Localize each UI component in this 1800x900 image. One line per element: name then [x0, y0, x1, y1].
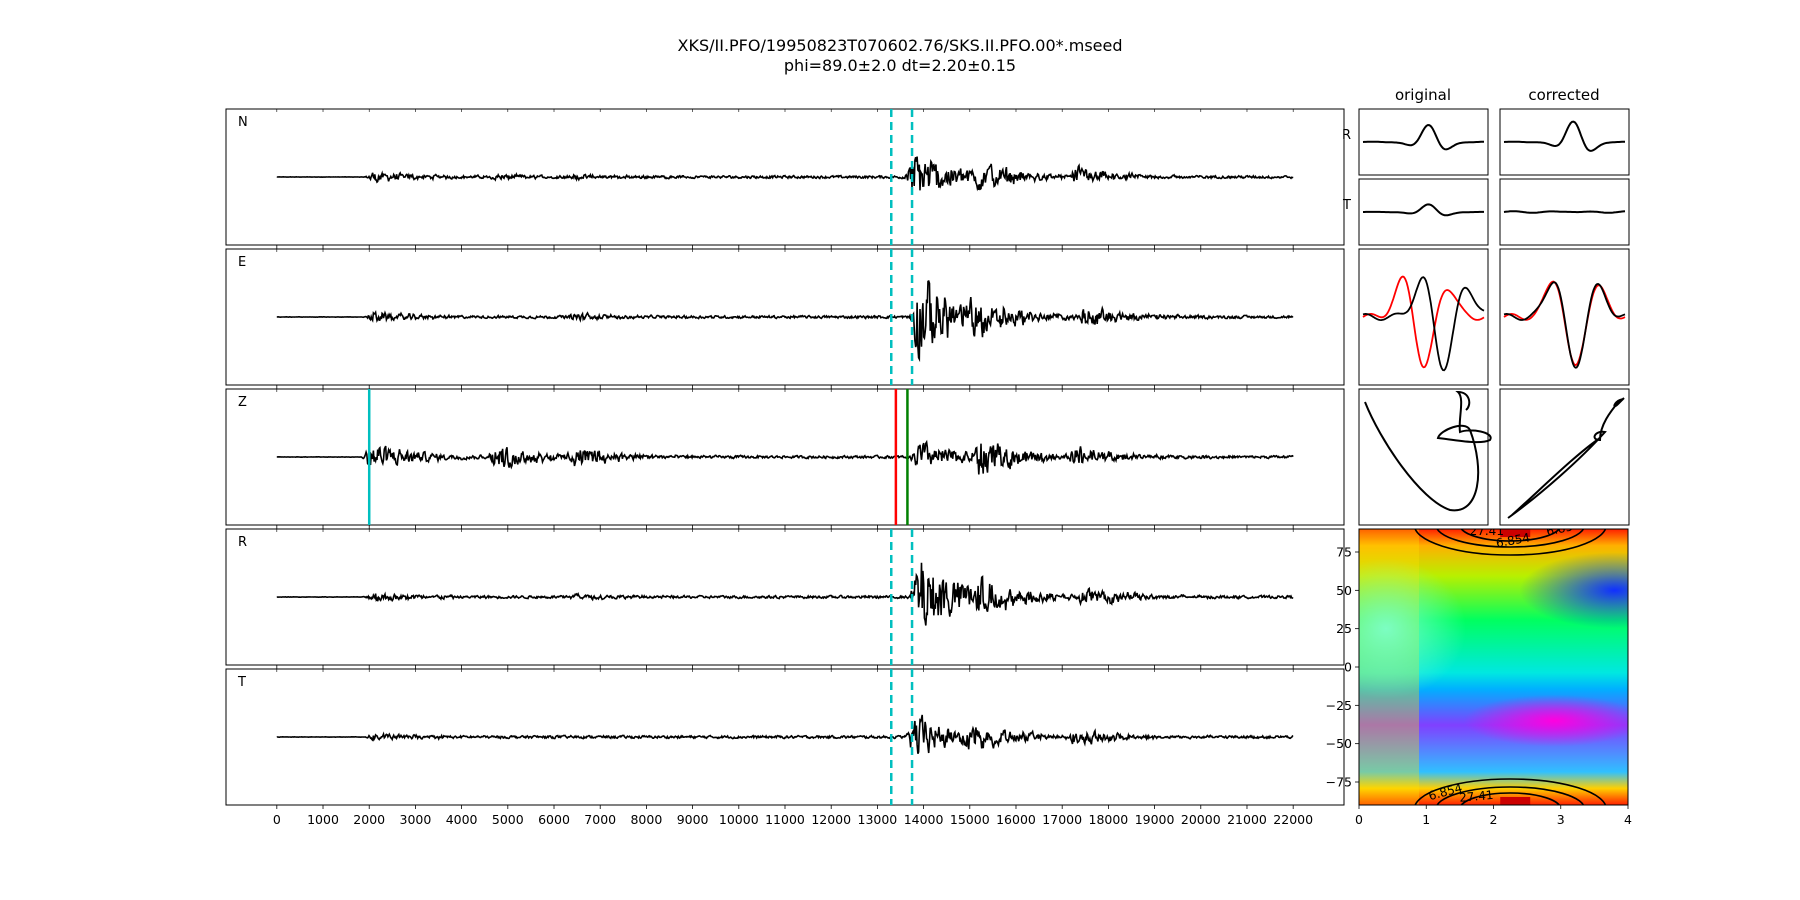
contour-label: 6.854 [1545, 518, 1582, 539]
column-title-corrected: corrected [1528, 86, 1599, 104]
x-tick-label: 5000 [492, 812, 524, 827]
wavelet-r-original [1362, 123, 1484, 151]
small-panel-frame [1499, 388, 1630, 526]
particle-motion-original [1364, 390, 1492, 512]
small-panel-frame [1358, 108, 1489, 176]
wavelet-r-corrected [1503, 120, 1625, 152]
heatmap-y-tick-label: 0 [1344, 660, 1352, 675]
contour-top [1460, 529, 1561, 542]
waveform-t [276, 714, 1294, 755]
contour-top [1414, 529, 1607, 556]
trace-panel-t: T [225, 668, 1345, 809]
column-title-original: original [1395, 86, 1451, 104]
x-tick-label: 9000 [677, 812, 709, 827]
waveform-e [276, 280, 1294, 363]
heatmap-x-tick-label: 0 [1355, 812, 1363, 827]
x-tick-label: 2000 [353, 812, 385, 827]
x-tick-label: 21000 [1227, 812, 1267, 827]
small-panel-frame [1499, 178, 1630, 246]
contour-bottom [1436, 786, 1585, 805]
heatmap-green-lobe [1359, 558, 1466, 699]
x-tick-label: 20000 [1181, 812, 1221, 827]
waveform-r [276, 562, 1294, 626]
trace-panel-e: E [225, 248, 1345, 389]
contour-top-core [1500, 529, 1531, 537]
trace-panel-r: R [225, 528, 1345, 669]
contour-label: 27.41 [1459, 788, 1494, 805]
small-panel-frame [1358, 248, 1489, 386]
heatmap-y-tick-label: −50 [1326, 736, 1352, 751]
wavelet-t-original [1363, 203, 1484, 217]
heatmap-y-tick-label: −25 [1326, 698, 1352, 713]
small-panel-frame [1499, 108, 1630, 176]
heatmap-x-tick-label: 4 [1624, 812, 1632, 827]
small-panel-frame [1358, 388, 1489, 526]
heatmap-magenta-lobe [1464, 694, 1628, 747]
overlay-wave-red-original [1362, 275, 1485, 369]
row-label-t: T [1342, 198, 1351, 213]
x-tick-label: 19000 [1135, 812, 1175, 827]
contour-bottom [1460, 792, 1561, 805]
x-tick-label: 7000 [584, 812, 616, 827]
panel-label-n: N [238, 115, 248, 130]
heatmap-x-tick-label: 3 [1557, 812, 1565, 827]
heatmap-y-tick-label: 75 [1336, 545, 1352, 560]
particle-motion-corrected [1507, 397, 1625, 519]
heatmap-y-tick-label: 25 [1336, 621, 1352, 636]
contour-bottom [1414, 778, 1607, 805]
x-tick-label: 16000 [996, 812, 1036, 827]
x-tick-label: 11000 [765, 812, 805, 827]
x-tick-label: 22000 [1273, 812, 1313, 827]
contour-bottom-core [1500, 797, 1531, 805]
panel-label-t: T [237, 675, 246, 690]
small-panel-frame [1499, 248, 1630, 386]
x-tick-label: 13000 [858, 812, 898, 827]
wavelet-t-corrected [1503, 210, 1626, 214]
overlay-wave-black-corrected [1503, 281, 1626, 369]
small-panel-frame [1358, 178, 1489, 246]
x-tick-label: 18000 [1089, 812, 1129, 827]
x-tick-label: 1000 [307, 812, 339, 827]
panel-label-z: Z [238, 395, 247, 410]
x-tick-label: 17000 [1042, 812, 1082, 827]
x-tick-label: 6000 [538, 812, 570, 827]
heatmap-x-tick-label: 2 [1490, 812, 1498, 827]
heatmap-y-tick-label: −75 [1326, 775, 1352, 790]
panel-label-e: E [238, 255, 246, 270]
figure-subtitle: phi=89.0±2.0 dt=2.20±0.15 [783, 56, 1017, 75]
panel-label-r: R [238, 535, 247, 550]
x-tick-label: 8000 [630, 812, 662, 827]
trace-panel-n: N [225, 108, 1345, 249]
x-tick-label: 3000 [400, 812, 432, 827]
x-tick-label: 14000 [904, 812, 944, 827]
contour-label: 27.41 [1470, 524, 1504, 538]
x-tick-label: 12000 [811, 812, 851, 827]
x-tick-label: 4000 [446, 812, 478, 827]
row-label-r: R [1342, 128, 1351, 143]
heatmap-blue-lobe [1519, 552, 1628, 629]
heatmap-x-tick-label: 1 [1422, 812, 1430, 827]
contour-label: 6.854 [1495, 531, 1531, 551]
trace-panel-z: Z [225, 388, 1345, 529]
x-tick-label: 0 [273, 812, 281, 827]
figure-title: XKS/II.PFO/19950823T070602.76/SKS.II.PFO… [677, 36, 1123, 55]
waveform-z [276, 439, 1294, 475]
x-tick-label: 10000 [719, 812, 759, 827]
heatmap-y-tick-label: 50 [1336, 583, 1352, 598]
x-tick-label: 15000 [950, 812, 990, 827]
overlay-wave-black-original [1362, 276, 1485, 372]
contour-top [1436, 529, 1585, 548]
waveform-n [276, 156, 1294, 192]
